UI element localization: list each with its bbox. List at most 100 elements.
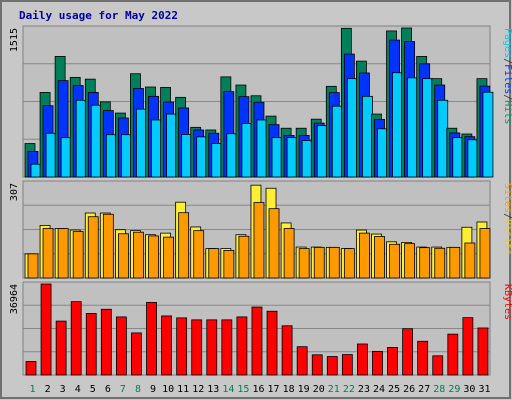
x-tick-label: 5 (90, 384, 96, 395)
bar-kbytes-day-5 (85, 313, 97, 376)
bar-sites-day-16 (253, 202, 265, 279)
bar-kbytes-day-22 (341, 354, 353, 376)
x-tick-label: 25 (388, 384, 400, 395)
bar-pages-day-1 (30, 163, 42, 178)
bar-kbytes-day-11 (176, 317, 188, 376)
x-tick-label: 11 (177, 384, 189, 395)
bar-sites-day-13 (208, 248, 220, 279)
bar-sites-day-22 (343, 248, 355, 279)
bar-kbytes-day-9 (146, 301, 157, 376)
bar-sites-day-28 (434, 247, 446, 279)
bar-sites-day-2 (42, 228, 54, 279)
x-tick-label: 14 (222, 384, 234, 395)
x-tick-label: 19 (298, 384, 310, 395)
x-tick-label: 23 (358, 384, 370, 395)
legend-part: Visits (502, 219, 512, 255)
x-tick-label: 7 (120, 384, 126, 395)
bar-kbytes-day-14 (221, 319, 233, 376)
bar-kbytes-day-24 (372, 350, 383, 376)
bar-sites-day-7 (117, 233, 129, 279)
bar-sites-day-6 (102, 213, 114, 279)
legend-part: Files (502, 64, 512, 94)
bar-kbytes-day-10 (161, 315, 172, 376)
x-tick-label: 27 (418, 384, 430, 395)
bar-pages-day-22 (346, 78, 358, 178)
x-tick-label: 2 (45, 384, 51, 395)
bar-kbytes-day-23 (357, 343, 368, 376)
bar-sites-day-1 (27, 253, 39, 279)
bar-sites-day-10 (163, 236, 174, 279)
bar-kbytes-day-6 (100, 308, 112, 376)
bar-kbytes-day-27 (417, 340, 429, 376)
legend-part: Sites (502, 183, 512, 213)
bar-pages-day-16 (256, 119, 268, 178)
bar-kbytes-day-30 (462, 317, 474, 376)
x-tick-label: 6 (105, 384, 111, 395)
bar-pages-day-29 (452, 137, 464, 178)
x-tick-label: 3 (60, 384, 66, 395)
bar-pages-day-17 (271, 137, 283, 178)
x-tick-label: 16 (252, 384, 264, 395)
bar-pages-day-6 (105, 134, 117, 178)
bar-pages-day-7 (120, 134, 132, 178)
x-tick-label: 9 (150, 384, 156, 395)
x-tick-label: 4 (75, 384, 81, 395)
bar-pages-day-30 (467, 139, 479, 178)
visits-panel: 307 Sites/Visits (9, 180, 512, 279)
bar-kbytes-day-16 (251, 306, 263, 376)
x-tick-label: 21 (328, 384, 340, 395)
bar-kbytes-day-12 (191, 319, 203, 376)
bar-pages-day-12 (196, 136, 208, 178)
y-max-label: 307 (9, 183, 20, 201)
bar-pages-day-31 (482, 91, 494, 178)
legend-part: KBytes (502, 284, 512, 320)
bar-sites-day-11 (178, 212, 190, 279)
bar-pages-day-4 (75, 99, 87, 178)
bar-kbytes-day-28 (432, 355, 444, 376)
bar-sites-day-30 (464, 242, 476, 279)
bar-sites-day-23 (359, 232, 370, 279)
hits-panel: 1515 Pages/Files/Hits (9, 25, 512, 178)
bar-sites-day-31 (479, 228, 491, 279)
legend-label: Pages/Files/Hits (502, 28, 512, 124)
bar-sites-day-14 (223, 250, 235, 279)
bar-pages-day-10 (166, 113, 177, 178)
bar-pages-day-14 (226, 133, 238, 178)
bar-sites-day-26 (404, 243, 416, 279)
x-tick-label: 12 (192, 384, 204, 395)
bar-kbytes-day-19 (296, 346, 308, 376)
bar-pages-day-24 (377, 128, 388, 178)
x-tick-label: 24 (373, 384, 385, 395)
bar-sites-day-5 (87, 216, 99, 279)
bar-kbytes-day-1 (25, 361, 37, 376)
x-tick-label: 26 (403, 384, 415, 395)
bar-pages-day-21 (331, 105, 343, 178)
bar-pages-day-28 (437, 99, 449, 178)
bar-pages-day-9 (151, 119, 162, 178)
bar-pages-day-5 (90, 104, 102, 178)
bar-sites-day-9 (148, 235, 159, 279)
bar-pages-day-27 (422, 78, 434, 178)
bar-kbytes-day-3 (55, 320, 67, 376)
x-tick-label: 22 (343, 384, 355, 395)
x-tick-label: 1 (30, 384, 36, 395)
bar-pages-day-23 (362, 95, 373, 178)
bar-pages-day-19 (301, 140, 313, 178)
bar-pages-day-8 (136, 108, 147, 178)
x-tick-label: 17 (268, 384, 280, 395)
x-axis-ticks: 1 2 3 4 5 6 7 8 9 10 11 12 13 14 15 16 17 18 19 20 21 22 23 24 2… (30, 384, 491, 395)
bar-pages-day-25 (392, 72, 403, 178)
bar-sites-day-20 (313, 246, 325, 279)
y-max-label: 36964 (9, 284, 20, 314)
bar-kbytes-day-31 (477, 327, 489, 376)
bar-sites-day-12 (193, 230, 205, 279)
x-tick-label: 20 (313, 384, 325, 395)
bar-pages-day-15 (241, 123, 253, 178)
bar-pages-day-13 (211, 143, 223, 178)
bar-sites-day-19 (298, 248, 310, 279)
x-tick-label: 28 (433, 384, 445, 395)
bar-kbytes-day-29 (447, 333, 459, 376)
